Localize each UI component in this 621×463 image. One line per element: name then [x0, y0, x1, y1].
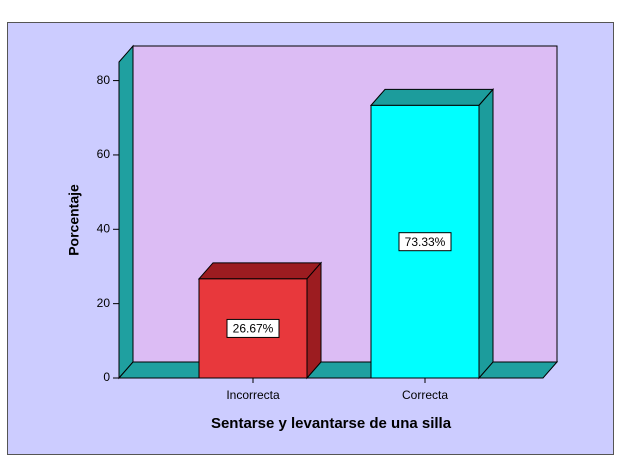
left-wall — [118, 44, 134, 380]
value-label-box — [398, 232, 452, 252]
y-tick-label: 0 — [103, 370, 110, 384]
value-label: 26.67% — [233, 322, 274, 336]
y-tick-label: 80 — [97, 73, 111, 87]
value-label-box — [226, 318, 280, 338]
y-axis-title: Porcentaje — [66, 184, 82, 256]
x-axis-title: Sentarse y levantarse de una silla — [211, 415, 452, 432]
bar-side — [306, 261, 322, 380]
y-tick-label: 20 — [97, 296, 111, 310]
bar-side — [478, 88, 494, 380]
bar-top — [369, 88, 495, 106]
y-tick-label: 40 — [97, 221, 111, 235]
x-tick-label: Correcta — [402, 388, 448, 402]
x-tick-label: Incorrecta — [226, 388, 280, 402]
y-tick-label: 60 — [97, 147, 111, 161]
value-label: 73.33% — [405, 235, 446, 249]
bar-top — [197, 262, 323, 280]
